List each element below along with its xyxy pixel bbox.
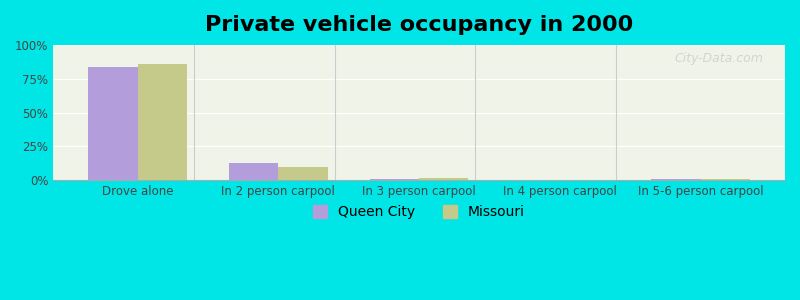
Text: City-Data.com: City-Data.com (674, 52, 763, 65)
Bar (419, 178, 468, 180)
Bar (229, 163, 278, 180)
Bar (701, 179, 750, 180)
Title: Private vehicle occupancy in 2000: Private vehicle occupancy in 2000 (205, 15, 634, 35)
Bar (370, 179, 419, 180)
Bar (651, 179, 701, 180)
Bar (89, 67, 138, 180)
Legend: Queen City, Missouri: Queen City, Missouri (308, 200, 530, 225)
Bar (278, 167, 328, 180)
Bar (138, 64, 187, 180)
